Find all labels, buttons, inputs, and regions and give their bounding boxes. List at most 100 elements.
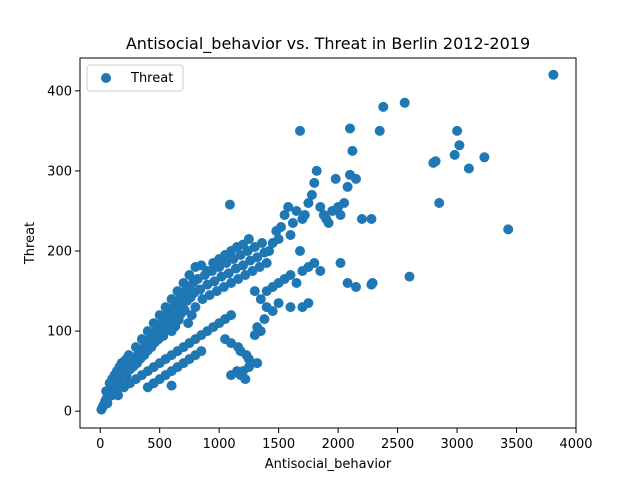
data-point	[311, 165, 322, 176]
plot-area: 0 500 1000 1500 2000 2500 3000 3500 4000 0 100 200…	[47, 57, 593, 452]
data-point	[279, 210, 290, 220]
data-point	[291, 278, 302, 288]
data-point	[224, 199, 235, 210]
data-point	[249, 286, 260, 297]
y-tick-label: 400	[47, 84, 72, 99]
data-point	[548, 69, 559, 80]
data-point	[273, 234, 284, 244]
data-point	[183, 318, 194, 329]
data-point	[123, 350, 134, 361]
x-axis-label: Antisocial_behavior	[265, 457, 392, 472]
data-point	[202, 266, 213, 276]
data-point	[306, 189, 317, 200]
data-point	[404, 271, 415, 282]
data-point	[323, 218, 334, 228]
data-point	[261, 258, 272, 268]
data-point	[220, 334, 231, 345]
data-point	[366, 214, 377, 224]
data-point	[309, 258, 320, 268]
data-point	[259, 314, 270, 325]
data-point	[240, 374, 251, 385]
data-point	[243, 234, 254, 244]
data-point	[166, 380, 177, 391]
data-point	[252, 252, 263, 263]
x-tick-label: 4000	[559, 437, 592, 452]
legend-marker	[101, 73, 111, 83]
data-point	[226, 310, 237, 321]
data-point	[342, 278, 353, 288]
data-point	[255, 294, 266, 305]
data-point	[178, 278, 189, 288]
data-point	[295, 246, 305, 256]
data-point	[315, 266, 326, 276]
data-point	[335, 210, 346, 220]
data-point	[190, 302, 201, 313]
data-point	[267, 306, 278, 317]
x-tick-label: 2500	[381, 437, 414, 452]
data-point	[252, 358, 263, 369]
data-point	[285, 302, 296, 313]
data-point	[299, 210, 310, 220]
data-point	[303, 198, 314, 208]
y-tick-label: 200	[47, 245, 72, 260]
data-point	[351, 173, 361, 184]
data-point	[367, 278, 378, 288]
x-tick-label: 1000	[203, 437, 236, 452]
y-axis: 0 100 200 300 400	[47, 84, 80, 420]
legend-box	[86, 64, 184, 92]
data-point	[399, 97, 410, 108]
data-point	[243, 362, 254, 373]
x-tick-label: 1500	[262, 437, 295, 452]
data-point	[196, 346, 207, 357]
data-point	[351, 282, 361, 292]
data-point	[283, 202, 294, 212]
data-point	[374, 125, 385, 136]
y-axis-label: Threat	[23, 222, 38, 265]
data-point	[101, 386, 112, 397]
data-point	[209, 276, 220, 287]
data-point	[315, 202, 326, 212]
data-point	[434, 198, 445, 208]
x-tick-label: 2000	[322, 437, 355, 452]
data-point	[186, 310, 197, 321]
data-point	[154, 310, 165, 321]
data-point	[285, 230, 296, 240]
data-point	[285, 270, 296, 280]
data-point	[339, 198, 350, 208]
data-point	[179, 305, 190, 316]
data-point	[276, 222, 286, 232]
data-point	[291, 206, 302, 216]
x-axis: 0 500 1000 1500 2000 2500 3000 3500 4000	[96, 428, 593, 452]
legend: Threat	[86, 64, 184, 92]
data-point	[449, 149, 460, 160]
data-point	[136, 334, 147, 345]
points-layer	[96, 69, 559, 415]
data-point	[335, 258, 346, 268]
data-point	[113, 390, 124, 401]
chart-title: Antisocial_behavior vs. Threat in Berlin…	[126, 34, 530, 54]
data-point	[160, 302, 171, 313]
data-point	[454, 140, 465, 151]
data-point	[378, 101, 389, 112]
x-tick-label: 3000	[441, 437, 474, 452]
data-point	[479, 152, 490, 163]
y-tick-label: 0	[64, 405, 72, 420]
data-point	[130, 342, 141, 353]
y-tick-label: 100	[47, 325, 72, 340]
y-tick-label: 300	[47, 164, 72, 179]
data-point	[184, 270, 195, 280]
data-point	[303, 298, 314, 309]
data-point	[195, 284, 206, 295]
data-point	[430, 156, 441, 167]
data-point	[257, 238, 267, 248]
data-point	[172, 286, 183, 297]
data-point	[255, 326, 266, 337]
data-point	[264, 246, 275, 256]
data-point	[287, 218, 298, 228]
data-point	[347, 145, 358, 156]
data-point	[142, 326, 153, 337]
data-point	[356, 214, 367, 224]
data-point	[452, 125, 463, 136]
data-point	[148, 318, 159, 329]
